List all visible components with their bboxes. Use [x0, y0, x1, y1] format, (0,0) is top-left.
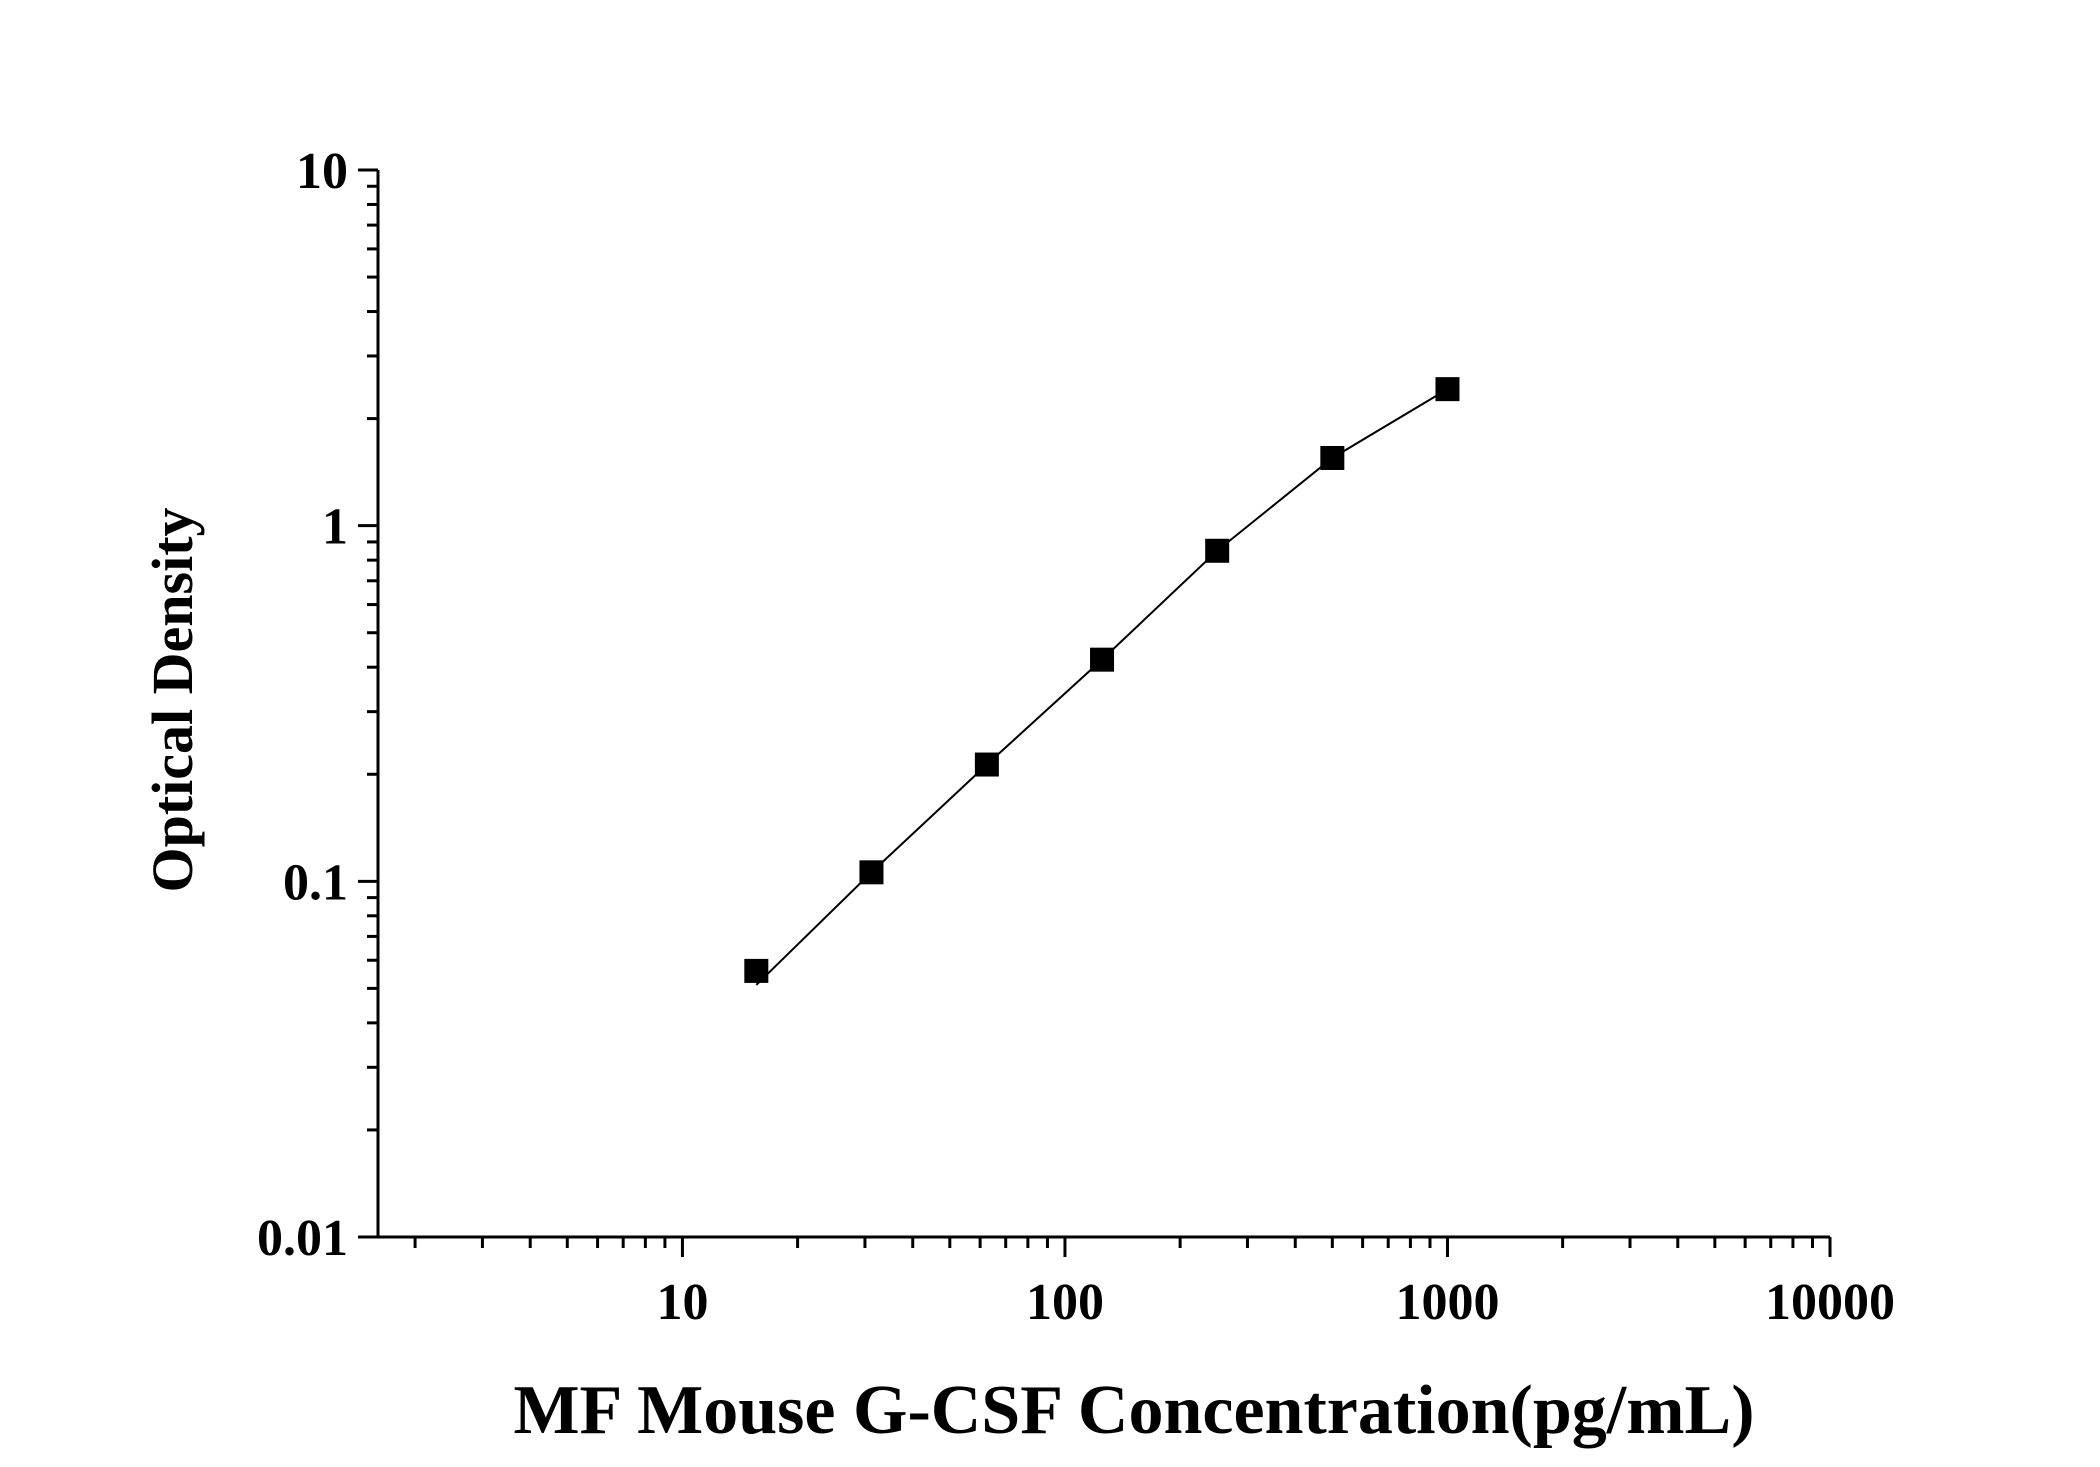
y-tick-label: 10	[296, 143, 348, 200]
y-tick-label: 0.01	[257, 1210, 348, 1267]
x-tick-label: 10000	[1765, 1274, 1895, 1331]
data-point	[1090, 647, 1115, 672]
data-point	[1205, 538, 1230, 563]
x-tick-label: 100	[1026, 1274, 1104, 1331]
x-tick-label: 1000	[1395, 1274, 1499, 1331]
y-tick-labels: 0.01 0.1 1 10	[257, 143, 348, 1267]
data-point	[1320, 445, 1345, 470]
y-tick-label: 0.1	[283, 854, 348, 911]
x-axis-title: MF Mouse G-CSF Concentration(pg/mL)	[513, 1372, 1754, 1449]
fit-curve	[755, 388, 1448, 986]
y-tick-label: 1	[322, 499, 348, 556]
x-tick-label: 10	[656, 1274, 708, 1331]
data-points	[744, 377, 1460, 983]
x-tick-labels: 10 100 1000 10000	[656, 1274, 1895, 1331]
data-point	[744, 958, 769, 983]
data-point	[1435, 377, 1460, 402]
data-point	[859, 860, 884, 885]
data-point	[974, 752, 999, 777]
fit-curve-path	[755, 388, 1448, 986]
y-axis-title: Optical Density	[140, 507, 205, 892]
axes	[358, 168, 1832, 1257]
